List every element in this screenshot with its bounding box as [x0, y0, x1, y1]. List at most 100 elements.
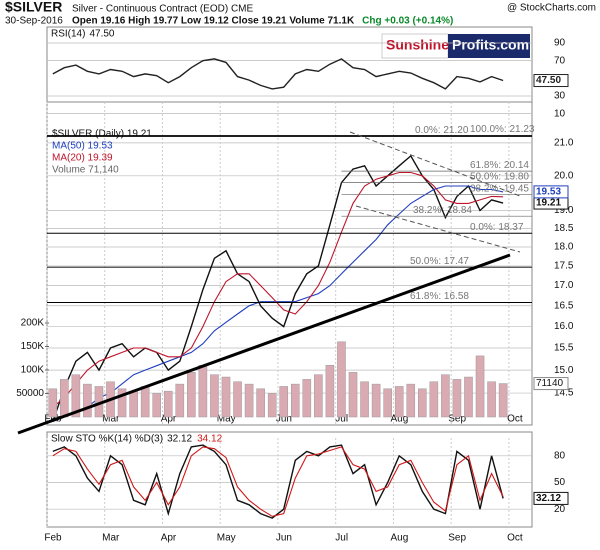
volume-bar — [221, 376, 231, 418]
volume-bar — [394, 386, 404, 418]
volume-bar — [83, 383, 92, 418]
volume-bar — [267, 393, 277, 418]
y-tick-label: 15.0 — [554, 365, 574, 376]
y-tick-label: 20 — [554, 504, 566, 515]
y-tick-label: 18.5 — [554, 223, 574, 234]
series-line — [52, 171, 504, 408]
x-tick-label: Apr — [161, 533, 177, 544]
volume-bar — [325, 365, 335, 418]
fib-label: 38.2%: 18.84 — [413, 205, 472, 216]
volume-bar — [302, 379, 312, 418]
last-value-box — [533, 185, 569, 199]
y-tick-label: 50000 — [16, 388, 44, 399]
fib-label: 50.0%: 19.80 — [470, 171, 529, 182]
y-tick-label: 150K — [21, 341, 45, 352]
volume-bar — [418, 388, 427, 418]
x-tick-label: Apr — [161, 414, 177, 425]
legend-entry: $SILVER (Daily) 19.21 — [52, 129, 152, 140]
quote: Open 19.16 High 19.77 Low 19.12 Close 19… — [72, 16, 355, 27]
volume-bar — [71, 374, 81, 418]
support-line — [17, 253, 511, 435]
source: @ StockCharts.com — [507, 3, 596, 14]
logo-left — [381, 33, 449, 59]
volume-bar — [279, 386, 289, 418]
volume-bar — [464, 376, 473, 418]
x-tick-label: Mar — [102, 533, 120, 544]
volume-bar — [140, 386, 150, 418]
y-tick-label: 80 — [554, 450, 566, 461]
x-tick-label: Jul — [335, 533, 348, 544]
panel-title: Slow STO %K(14) %D(3) — [51, 434, 163, 445]
volume-bar — [233, 381, 242, 418]
y-tick-label: 30 — [554, 91, 566, 102]
y-tick-label: 70 — [554, 55, 566, 66]
volume-bar — [244, 383, 254, 418]
panel-title-value: 32.12 — [167, 434, 192, 445]
volume-bar — [498, 383, 508, 418]
volume-bar — [60, 379, 69, 418]
volume-bar — [256, 388, 265, 418]
volume-bar — [475, 355, 485, 418]
volume-bar — [429, 381, 439, 418]
x-tick-label: Sep — [448, 414, 466, 425]
last-value-label: 47.50 — [536, 75, 561, 86]
logo-text: Profits.com — [452, 37, 529, 53]
legend-entry: MA(20) 19.39 — [52, 153, 113, 164]
x-tick-label: Oct — [507, 533, 523, 544]
volume-bar — [383, 388, 392, 418]
last-value-label: 19.53 — [536, 187, 561, 198]
y-tick-label: 21.0 — [554, 138, 574, 149]
fib-label: 0.0%: 21.20 — [415, 125, 469, 136]
y-tick-label: 90 — [554, 38, 566, 49]
volume-bar — [129, 390, 138, 418]
fib-label: 61.8%: 20.14 — [470, 160, 529, 171]
y-tick-label: 20.0 — [554, 170, 574, 181]
volume-bar — [406, 383, 416, 418]
panel-title-value: 47.50 — [89, 29, 114, 40]
legend-entry: MA(50) 19.53 — [52, 141, 113, 152]
volume-bar — [348, 372, 358, 418]
last-value-label: 32.12 — [536, 493, 561, 504]
panel-title-value: 34.12 — [197, 434, 222, 445]
channel-line — [355, 205, 521, 253]
series-line — [52, 58, 504, 90]
last-value-box — [533, 74, 569, 88]
x-tick-label: Sep — [448, 533, 466, 544]
x-tick-label: Feb — [44, 533, 62, 544]
fib-label: 50.0%: 17.47 — [410, 256, 469, 267]
logo: Sunshine Profits.com — [381, 33, 530, 59]
volume-bar — [48, 388, 58, 418]
x-tick-label: Mar — [102, 414, 120, 425]
fib-label: 0.0%: 18.37 — [470, 222, 524, 233]
panel-title: RSI(14) — [51, 29, 85, 40]
date: 30-Sep-2016 — [5, 16, 63, 27]
y-tick-label: 200K — [21, 318, 45, 329]
volume-bar — [487, 381, 496, 418]
trend-lines — [17, 131, 521, 435]
volume-bar — [314, 374, 323, 418]
volume-bar — [152, 393, 161, 418]
y-tick-label: 19.0 — [554, 205, 574, 216]
volume-bar — [175, 383, 185, 418]
panel-frames — [46, 26, 533, 528]
x-tick-label: May — [217, 533, 236, 544]
volume-bar — [198, 365, 208, 418]
y-tick-label: 18.0 — [554, 242, 574, 253]
last-value-label: 19.21 — [536, 198, 561, 209]
last-value-box — [533, 377, 569, 391]
channel-line — [349, 131, 521, 197]
series-line — [52, 185, 504, 423]
change: Chg +0.03 (+0.14%) — [362, 16, 453, 27]
legend-entry: Volume 71,140 — [52, 165, 119, 176]
volume-bar — [163, 390, 173, 418]
volume-bar — [452, 379, 462, 418]
volume-bar — [441, 374, 450, 418]
x-tick-label: Oct — [507, 414, 523, 425]
x-tick-label: Aug — [391, 414, 409, 425]
volume-bar — [117, 388, 127, 418]
y-tick-label: 10 — [554, 108, 566, 119]
x-tick-label: Jul — [335, 414, 348, 425]
y-tick-label: 17.0 — [554, 280, 574, 291]
